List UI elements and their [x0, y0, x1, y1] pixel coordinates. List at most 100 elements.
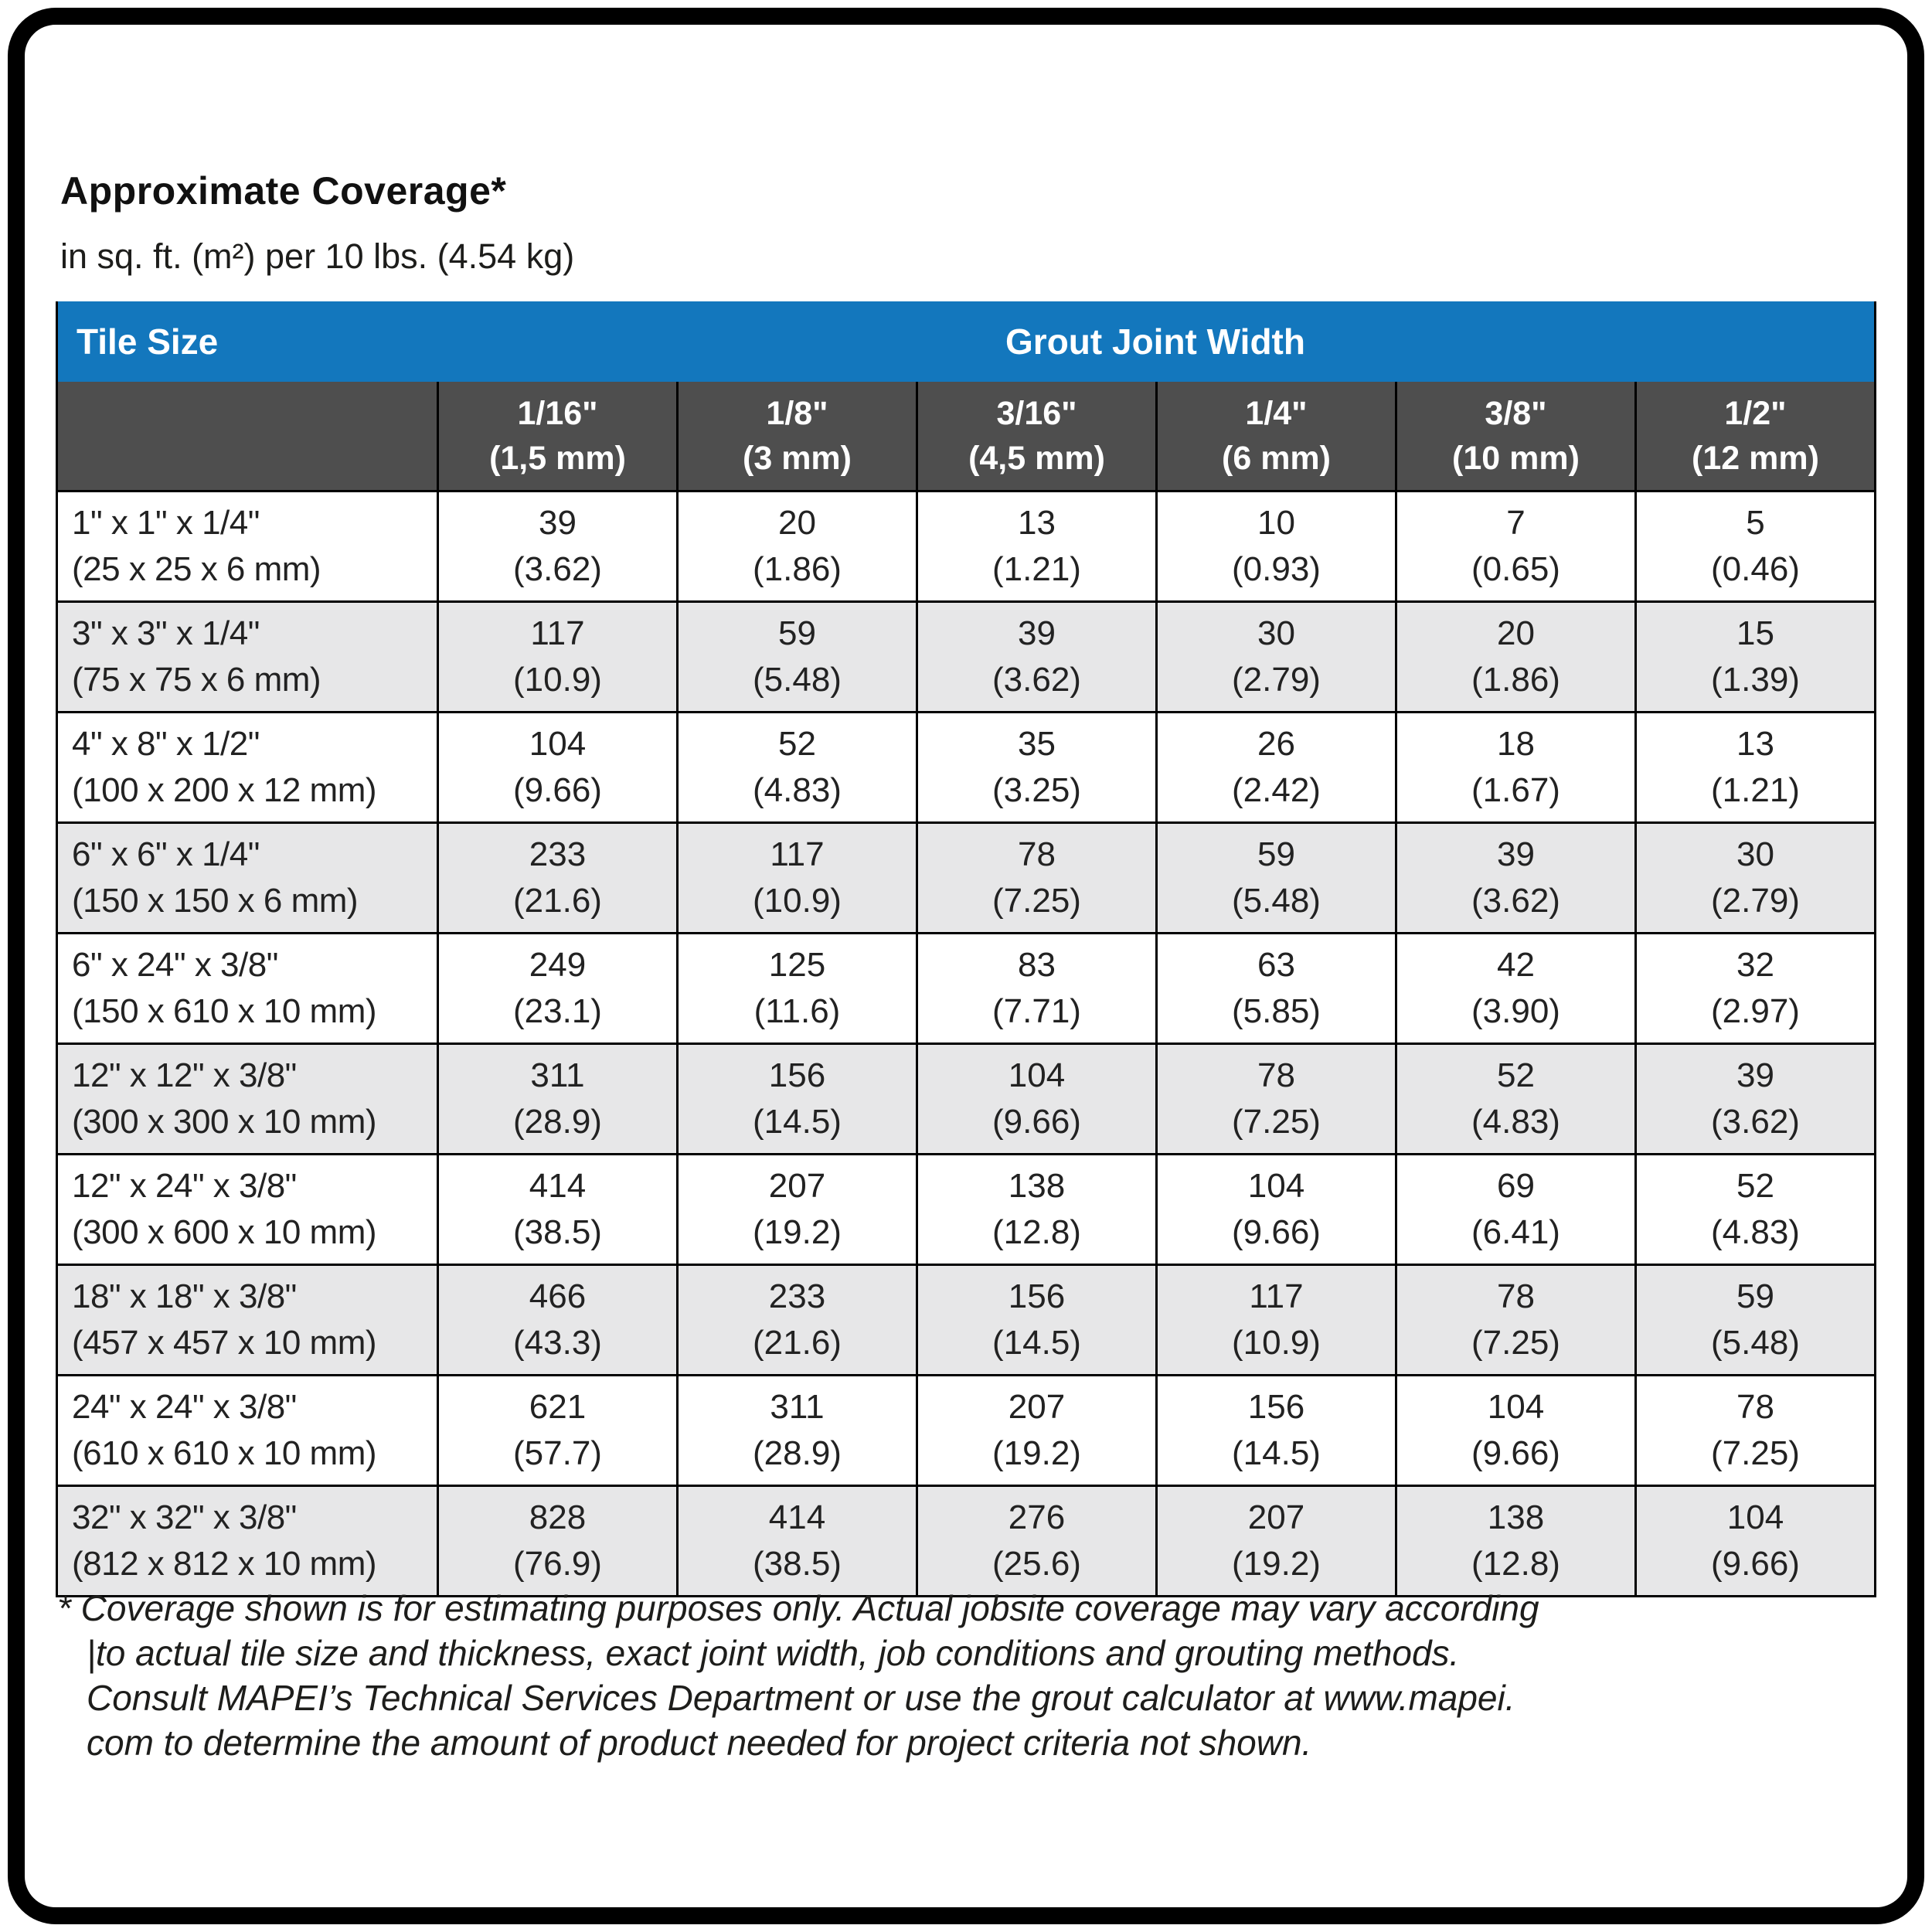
- table-row: 24" x 24" x 3/8" (610 x 610 x 10 mm) 621 (5…: [58, 1374, 1874, 1485]
- coverage-cell: 35 (3.25): [916, 713, 1155, 821]
- table-row: 6" x 24" x 3/8" (150 x 610 x 10 mm) 249 (23…: [58, 932, 1874, 1043]
- cell-text: 12" x 24" x 3/8": [72, 1167, 297, 1205]
- cell-text: (7.25): [992, 882, 1081, 920]
- cell-text: (1.21): [992, 550, 1081, 588]
- cell-text: 233: [529, 835, 587, 873]
- cell-text: 5: [1746, 504, 1765, 542]
- cell-text: 78: [1497, 1277, 1535, 1315]
- cell-text: (19.2): [1232, 1545, 1321, 1583]
- cell-text: (23.1): [513, 992, 602, 1030]
- cell-text: 117: [770, 835, 825, 873]
- cell-text: (10.9): [1232, 1324, 1321, 1362]
- coverage-cell: 207 (19.2): [916, 1376, 1155, 1485]
- coverage-cell: 138 (12.8): [916, 1155, 1155, 1264]
- cell-text: 207: [768, 1167, 826, 1205]
- cell-text: (3.62): [513, 550, 602, 588]
- cell-text: 276: [1008, 1498, 1066, 1536]
- cell-text: (1.86): [753, 550, 842, 588]
- coverage-cell: 311 (28.9): [676, 1376, 916, 1485]
- corner-empty-cell: [58, 382, 437, 490]
- cell-text: (10.9): [753, 882, 842, 920]
- cell-text: 63: [1257, 946, 1295, 984]
- coverage-cell: 39 (3.62): [1634, 1045, 1874, 1153]
- coverage-cell: 117 (10.9): [1155, 1266, 1395, 1374]
- cell-text: 104: [1726, 1498, 1784, 1536]
- cell-text: 3/8": [1485, 395, 1547, 432]
- cell-text: (5.48): [753, 661, 842, 699]
- cell-text: (7.25): [1711, 1434, 1800, 1472]
- cell-text: 1" x 1" x 1/4": [72, 504, 260, 542]
- cell-text: (21.6): [753, 1324, 842, 1362]
- cell-text: (1.67): [1471, 771, 1560, 809]
- cell-text: 83: [1018, 946, 1056, 984]
- cell-text: (11.6): [753, 992, 841, 1030]
- column-header-cell: 3/8" (10 mm): [1395, 382, 1634, 490]
- tile-size-cell: 12" x 12" x 3/8" (300 x 300 x 10 mm): [58, 1045, 437, 1153]
- table-row: 1" x 1" x 1/4" (25 x 25 x 6 mm) 39 (3.62) 20…: [58, 490, 1874, 600]
- cell-text: (1.21): [1711, 771, 1800, 809]
- coverage-cell: 32 (2.97): [1634, 934, 1874, 1043]
- cell-text: 1/8": [766, 395, 828, 432]
- cell-text: (38.5): [513, 1213, 602, 1251]
- cell-text: (5.48): [1232, 882, 1321, 920]
- cell-text: (9.66): [1711, 1545, 1800, 1583]
- cell-text: (3.25): [992, 771, 1081, 809]
- coverage-cell: 30 (2.79): [1155, 603, 1395, 711]
- cell-text: 233: [768, 1277, 826, 1315]
- coverage-cell: 52 (4.83): [1634, 1155, 1874, 1264]
- column-header-cell: 1/16" (1,5 mm): [437, 382, 676, 490]
- cell-text: 104: [1008, 1056, 1066, 1094]
- cell-text: 69: [1497, 1167, 1535, 1205]
- cell-text: (300 x 600 x 10 mm): [72, 1213, 377, 1251]
- cell-text: (4,5 mm): [968, 440, 1105, 477]
- coverage-cell: 13 (1.21): [916, 492, 1155, 600]
- coverage-cell: 39 (3.62): [916, 603, 1155, 711]
- table-body: 1" x 1" x 1/4" (25 x 25 x 6 mm) 39 (3.62) 20…: [58, 490, 1874, 1595]
- coverage-cell: 466 (43.3): [437, 1266, 676, 1374]
- coverage-cell: 59 (5.48): [1634, 1266, 1874, 1374]
- cell-text: 828: [529, 1498, 587, 1536]
- cell-text: (25 x 25 x 6 mm): [72, 550, 321, 588]
- footnote-line: Consult MAPEI’s Technical Services Depar…: [87, 1678, 1515, 1718]
- cell-text: 249: [529, 946, 587, 984]
- coverage-cell: 39 (3.62): [437, 492, 676, 600]
- cell-text: 156: [1247, 1388, 1305, 1426]
- coverage-cell: 104 (9.66): [1395, 1376, 1634, 1485]
- footnote-line: |to actual tile size and thickness, exac…: [87, 1633, 1460, 1673]
- cell-text: (10.9): [513, 661, 602, 699]
- coverage-cell: 414 (38.5): [437, 1155, 676, 1264]
- tile-size-cell: 24" x 24" x 3/8" (610 x 610 x 10 mm): [58, 1376, 437, 1485]
- footnote-line: * Coverage shown is for estimating purpo…: [57, 1588, 1539, 1628]
- cell-text: (4.83): [1711, 1213, 1800, 1251]
- coverage-cell: 233 (21.6): [437, 824, 676, 932]
- cell-text: (4.83): [1471, 1103, 1560, 1141]
- cell-text: (2.79): [1711, 882, 1800, 920]
- coverage-cell: 69 (6.41): [1395, 1155, 1634, 1264]
- cell-text: (150 x 610 x 10 mm): [72, 992, 377, 1030]
- cell-text: 78: [1018, 835, 1056, 873]
- cell-text: 207: [1008, 1388, 1066, 1426]
- cell-text: 12" x 12" x 3/8": [72, 1056, 297, 1094]
- cell-text: (9.66): [1471, 1434, 1560, 1472]
- tile-size-cell: 32" x 32" x 3/8" (812 x 812 x 10 mm): [58, 1487, 437, 1595]
- cell-text: 78: [1257, 1056, 1295, 1094]
- coverage-cell: 104 (9.66): [1634, 1487, 1874, 1595]
- cell-text: 39: [1736, 1056, 1774, 1094]
- cell-text: 26: [1257, 725, 1295, 763]
- cell-text: (0.65): [1471, 550, 1560, 588]
- cell-text: 104: [529, 725, 587, 763]
- cell-text: 117: [1249, 1277, 1304, 1315]
- cell-text: 18" x 18" x 3/8": [72, 1277, 297, 1315]
- coverage-cell: 30 (2.79): [1634, 824, 1874, 932]
- cell-text: (6 mm): [1222, 440, 1331, 477]
- cell-text: 138: [1008, 1167, 1066, 1205]
- cell-text: 52: [1736, 1167, 1774, 1205]
- table-row: 12" x 12" x 3/8" (300 x 300 x 10 mm) 311 (2…: [58, 1043, 1874, 1153]
- table-row: 3" x 3" x 1/4" (75 x 75 x 6 mm) 117 (10.9) 5…: [58, 600, 1874, 711]
- cell-text: (2.79): [1232, 661, 1321, 699]
- tile-size-cell: 6" x 24" x 3/8" (150 x 610 x 10 mm): [58, 934, 437, 1043]
- coverage-cell: 104 (9.66): [916, 1045, 1155, 1153]
- cell-text: (14.5): [1232, 1434, 1321, 1472]
- cell-text: 39: [539, 504, 577, 542]
- cell-text: (25.6): [992, 1545, 1081, 1583]
